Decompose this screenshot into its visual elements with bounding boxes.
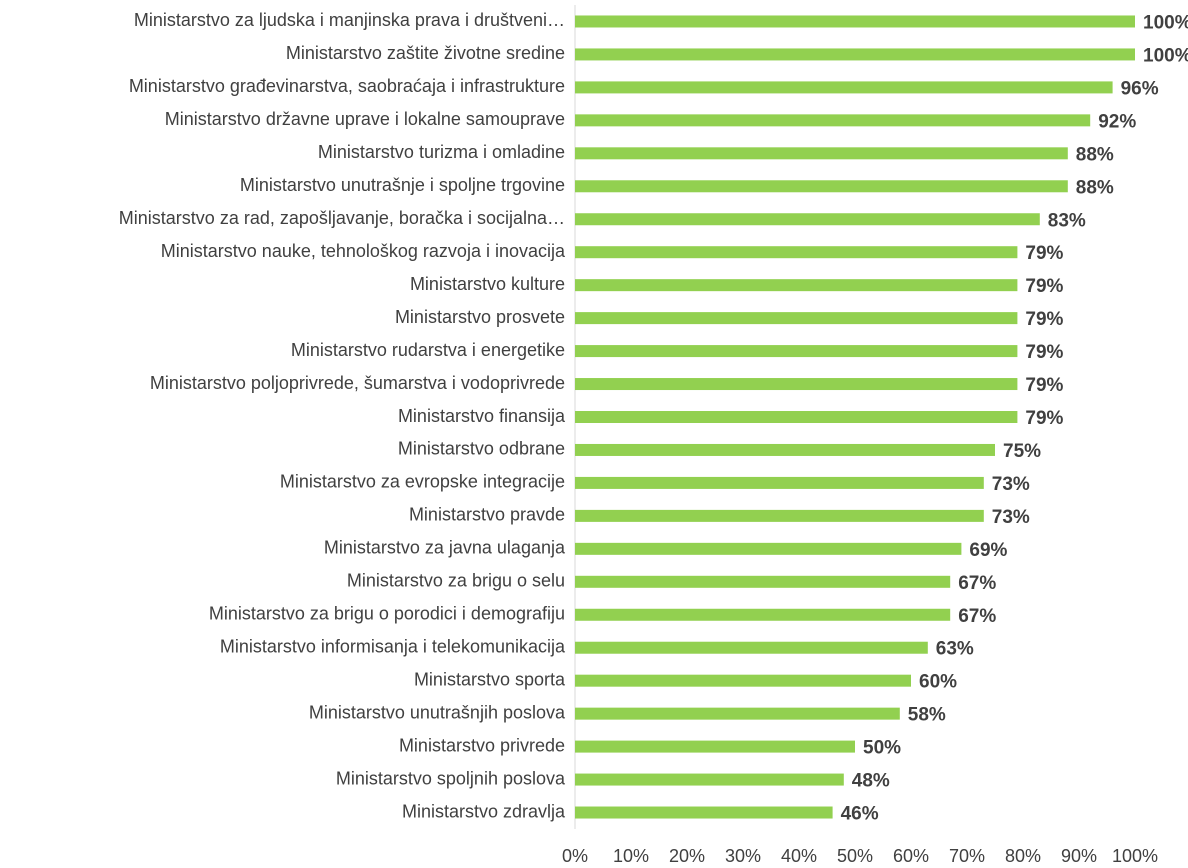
bar [575,312,1018,325]
value-label: 92% [1098,111,1136,132]
y-tick-label: Ministarstvo pravde [409,505,565,525]
value-label: 63% [936,639,974,660]
bar [575,542,962,555]
bar [575,378,1018,391]
value-label: 67% [958,606,996,627]
bar [575,345,1018,358]
y-tick-label: Ministarstvo poljoprivrede, šumarstva i … [150,373,565,393]
y-tick-label: Ministarstvo za javna ulaganja [324,538,566,558]
value-label: 75% [1003,441,1041,462]
x-tick-label: 60% [893,846,929,866]
bar [575,476,984,489]
value-label: 73% [992,474,1030,495]
bar [575,707,900,720]
value-label: 83% [1048,210,1086,231]
value-label: 79% [1025,408,1063,429]
bar [575,48,1135,61]
bar [575,279,1018,292]
value-label: 88% [1076,177,1114,198]
y-tick-label: Ministarstvo državne uprave i lokalne sa… [165,109,565,129]
bar [575,773,844,786]
value-label: 67% [958,573,996,594]
y-tick-label: Ministarstvo odbrane [398,439,565,459]
bar [575,740,855,753]
y-tick-label: Ministarstvo rudarstva i energetike [291,340,565,360]
x-tick-label: 10% [613,846,649,866]
y-tick-label: Ministarstvo spoljnih poslova [336,768,566,788]
value-label: 73% [992,507,1030,528]
value-label: 79% [1025,309,1063,330]
y-tick-label: Ministarstvo prosvete [395,307,565,327]
bar [575,674,911,687]
y-tick-label: Ministarstvo sporta [414,669,566,689]
x-tick-label: 50% [837,846,873,866]
x-tick-label: 0% [562,846,588,866]
bar [575,608,951,621]
x-tick-label: 70% [949,846,985,866]
value-label: 100% [1143,45,1188,66]
value-label: 79% [1025,276,1063,297]
value-label: 48% [852,771,890,792]
bar [575,114,1091,127]
bar [575,246,1018,259]
y-tick-label: Ministarstvo unutrašnje i spoljne trgovi… [240,175,565,195]
value-label: 60% [919,672,957,693]
bar [575,443,995,456]
x-tick-label: 40% [781,846,817,866]
value-label: 79% [1025,342,1063,363]
x-tick-label: 90% [1061,846,1097,866]
y-tick-label: Ministarstvo za rad, zapošljavanje, bora… [119,208,565,228]
bar [575,180,1068,193]
value-label: 50% [863,738,901,759]
y-tick-label: Ministarstvo unutrašnjih poslova [309,702,566,722]
value-label: 69% [969,540,1007,561]
value-label: 100% [1143,12,1188,33]
value-label: 79% [1025,243,1063,264]
y-tick-label: Ministarstvo informisanja i telekomunika… [220,636,566,656]
bar [575,15,1135,28]
y-tick-label: Ministarstvo nauke, tehnološkog razvoja … [161,241,566,261]
y-tick-label: Ministarstvo finansija [398,406,566,426]
y-tick-label: Ministarstvo zaštite životne sredine [286,43,565,63]
value-label: 46% [841,804,879,825]
y-tick-label: Ministarstvo turizma i omladine [318,142,565,162]
y-tick-label: Ministarstvo građevinarstva, saobraćaja … [129,76,565,96]
y-tick-label: Ministarstvo za brigu o selu [347,571,565,591]
y-tick-label: Ministarstvo za ljudska i manjinska prav… [134,10,565,30]
y-tick-label: Ministarstvo zdravlja [402,801,566,821]
x-tick-label: 20% [669,846,705,866]
bar [575,509,984,522]
y-tick-label: Ministarstvo za evropske integracije [280,472,565,492]
value-label: 88% [1076,144,1114,165]
x-tick-label: 80% [1005,846,1041,866]
y-tick-label: Ministarstvo za brigu o porodici i demog… [209,604,565,624]
bar [575,147,1068,160]
bar [575,81,1113,94]
bar [575,411,1018,423]
y-tick-label: Ministarstvo privrede [399,735,565,755]
value-label: 96% [1121,78,1159,99]
bar [575,641,928,654]
y-tick-label: Ministarstvo kulture [410,274,565,294]
bar [575,575,951,588]
bar [575,213,1040,226]
value-label: 79% [1025,375,1063,396]
bar [575,806,833,819]
value-label: 58% [908,705,946,726]
x-tick-label: 30% [725,846,761,866]
x-tick-label: 100% [1112,846,1158,866]
